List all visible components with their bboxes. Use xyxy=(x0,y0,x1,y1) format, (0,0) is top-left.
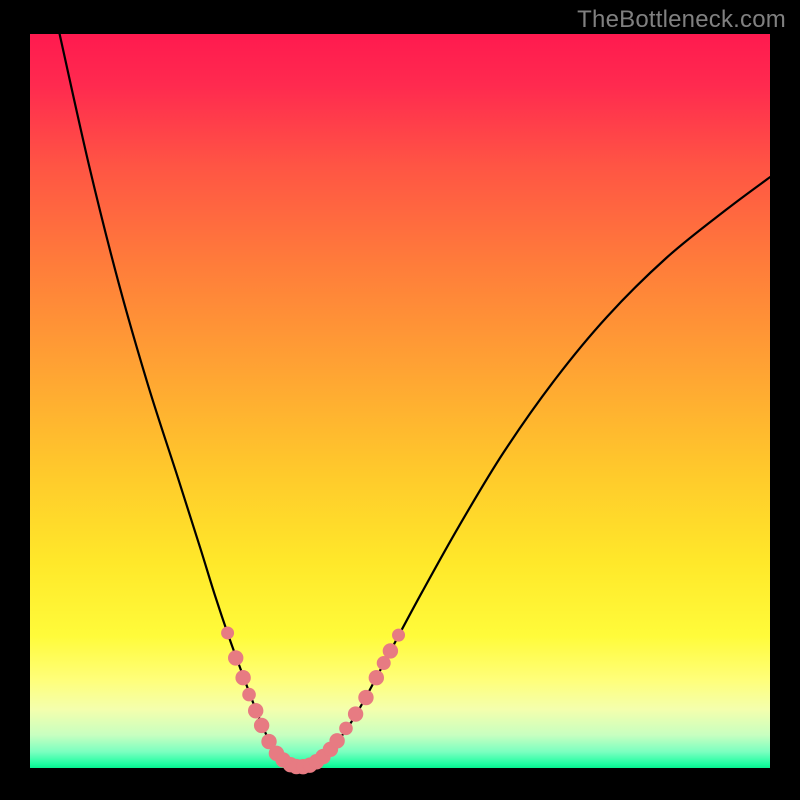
data-marker xyxy=(377,657,390,670)
data-marker xyxy=(243,688,256,701)
data-marker xyxy=(340,722,353,735)
data-marker xyxy=(222,627,234,639)
data-markers xyxy=(222,627,405,774)
data-marker xyxy=(330,734,344,748)
data-marker xyxy=(359,690,373,704)
data-marker xyxy=(236,671,250,685)
data-marker xyxy=(254,718,268,732)
chart-stage: TheBottleneck.com xyxy=(0,0,800,800)
data-marker xyxy=(383,644,397,658)
watermark-text: TheBottleneck.com xyxy=(577,6,786,34)
bottleneck-curve xyxy=(60,34,770,767)
data-marker xyxy=(369,671,383,685)
data-marker xyxy=(348,707,362,721)
chart-svg xyxy=(0,0,800,800)
data-marker xyxy=(249,704,263,718)
data-marker xyxy=(393,629,405,641)
data-marker xyxy=(229,651,243,665)
